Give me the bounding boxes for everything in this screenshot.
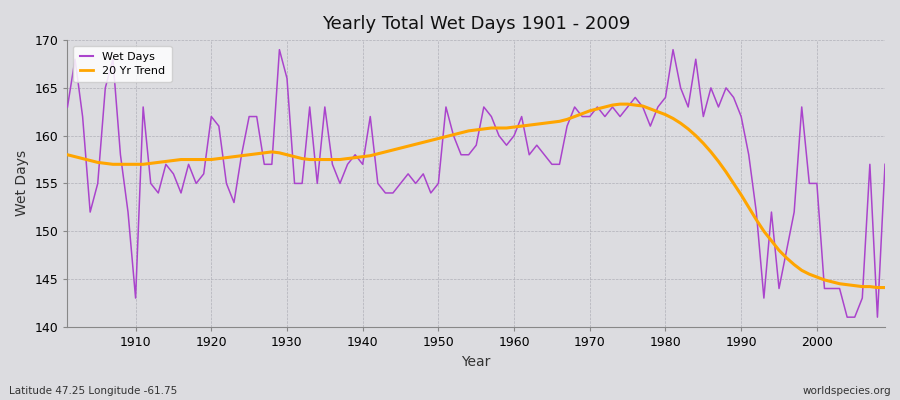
Text: worldspecies.org: worldspecies.org [803,386,891,396]
Text: Latitude 47.25 Longitude -61.75: Latitude 47.25 Longitude -61.75 [9,386,177,396]
X-axis label: Year: Year [462,355,490,369]
Y-axis label: Wet Days: Wet Days [15,150,29,216]
Legend: Wet Days, 20 Yr Trend: Wet Days, 20 Yr Trend [73,46,172,82]
Title: Yearly Total Wet Days 1901 - 2009: Yearly Total Wet Days 1901 - 2009 [322,15,630,33]
